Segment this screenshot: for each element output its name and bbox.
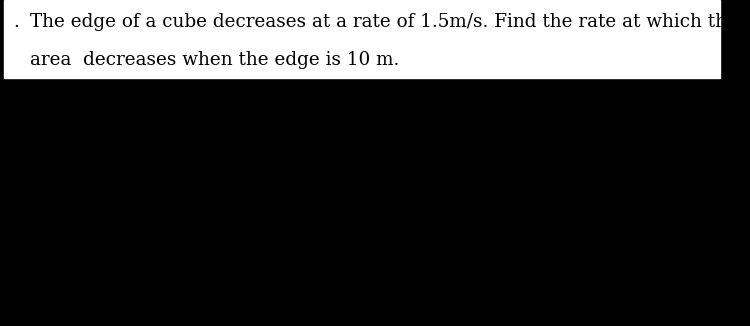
Text: area  decreases when the edge is 10 m.: area decreases when the edge is 10 m. — [30, 51, 399, 68]
Text: .: . — [13, 13, 20, 31]
Text: Fi    l    l     i         t      fi               i    (l                i     : Fi l l i t fi i (l i — [13, 83, 433, 96]
Bar — [4, 0, 720, 78]
Text: The edge of a cube decreases at a rate of 1.5m/s. Find the rate at which the sur: The edge of a cube decreases at a rate o… — [30, 13, 750, 31]
